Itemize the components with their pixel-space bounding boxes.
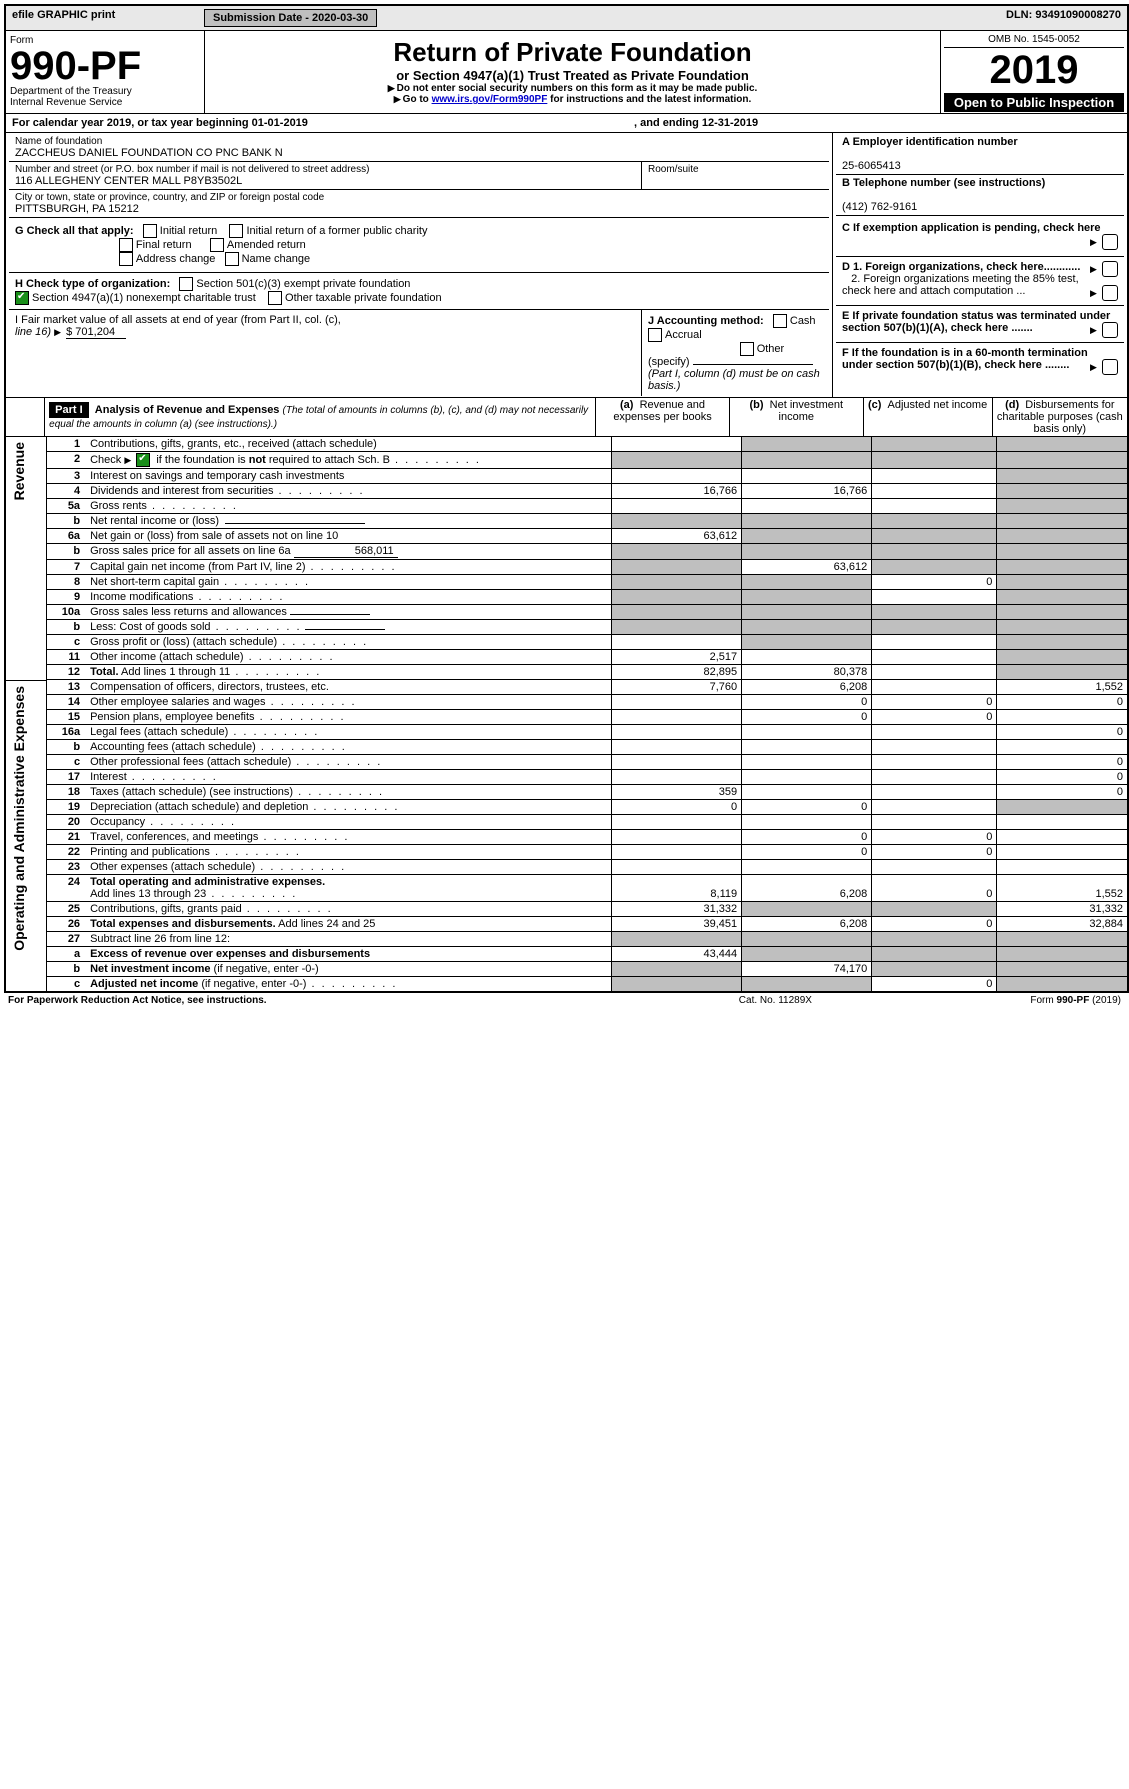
cat-no: Cat. No. 11289X bbox=[673, 993, 877, 1008]
cb-schb[interactable] bbox=[136, 453, 150, 467]
cb-foreign[interactable] bbox=[1102, 261, 1118, 277]
cb-accrual[interactable] bbox=[648, 328, 662, 342]
cb-cash[interactable] bbox=[773, 314, 787, 328]
top-bar: efile GRAPHIC print Submission Date - 20… bbox=[6, 6, 1127, 31]
header-block: Form 990-PF Department of the Treasury I… bbox=[6, 31, 1127, 113]
tel-label: B Telephone number (see instructions) bbox=[842, 177, 1045, 189]
form-container: efile GRAPHIC print Submission Date - 20… bbox=[4, 4, 1129, 993]
part1-title: Analysis of Revenue and Expenses bbox=[95, 404, 280, 416]
j-label: J Accounting method: bbox=[648, 315, 764, 327]
identity-block: Name of foundation ZACCHEUS DANIEL FOUND… bbox=[6, 132, 1127, 397]
h-label: H Check type of organization: bbox=[15, 278, 170, 290]
part1-grid: Revenue 1 Contributions, gifts, grants, … bbox=[6, 437, 1127, 991]
cb-85pct[interactable] bbox=[1102, 285, 1118, 301]
cb-name-change[interactable] bbox=[225, 252, 239, 266]
submission-date: Submission Date - 2020-03-30 bbox=[204, 9, 377, 27]
d2-label: 2. Foreign organizations meeting the 85%… bbox=[842, 273, 1079, 297]
room-label: Room/suite bbox=[642, 162, 830, 190]
cb-other-tax[interactable] bbox=[268, 291, 282, 305]
i-line16: line 16) bbox=[15, 326, 51, 338]
cb-exemption[interactable] bbox=[1102, 234, 1118, 250]
revenue-label: Revenue bbox=[9, 438, 29, 504]
form-subtitle: or Section 4947(a)(1) Trust Treated as P… bbox=[211, 68, 934, 83]
cb-terminated[interactable] bbox=[1102, 322, 1118, 338]
foundation-name: ZACCHEUS DANIEL FOUNDATION CO PNC BANK N bbox=[15, 147, 823, 159]
cal-end: , and ending 12-31-2019 bbox=[634, 117, 758, 129]
city-label: City or town, state or province, country… bbox=[15, 192, 823, 203]
ein-label: A Employer identification number bbox=[842, 136, 1018, 148]
note-ssn: Do not enter social security numbers on … bbox=[211, 83, 934, 94]
cb-initial[interactable] bbox=[143, 224, 157, 238]
cb-addr-change[interactable] bbox=[119, 252, 133, 266]
calendar-row: For calendar year 2019, or tax year begi… bbox=[6, 113, 1127, 132]
cb-initial-public[interactable] bbox=[229, 224, 243, 238]
omb-number: OMB No. 1545-0052 bbox=[944, 32, 1124, 48]
dln: DLN: 93491090008270 bbox=[895, 6, 1127, 31]
f-label: F If the foundation is in a 60-month ter… bbox=[842, 347, 1088, 371]
cb-60month[interactable] bbox=[1102, 359, 1118, 375]
footer: For Paperwork Reduction Act Notice, see … bbox=[4, 993, 1125, 1008]
note-goto-post: for instructions and the latest informat… bbox=[550, 94, 751, 105]
city-state: PITTSBURGH, PA 15212 bbox=[15, 203, 823, 215]
cb-amended[interactable] bbox=[210, 238, 224, 252]
efile-label: efile GRAPHIC print bbox=[6, 6, 198, 31]
c-label: C If exemption application is pending, c… bbox=[842, 222, 1101, 234]
col-b: Net investment income bbox=[770, 399, 843, 423]
street-address: 116 ALLEGHENY CENTER MALL P8YB3502L bbox=[15, 175, 635, 187]
expenses-label: Operating and Administrative Expenses bbox=[9, 682, 29, 955]
cb-4947[interactable] bbox=[15, 291, 29, 305]
cb-other-method[interactable] bbox=[740, 342, 754, 356]
col-c: Adjusted net income bbox=[888, 399, 988, 411]
cb-final[interactable] bbox=[119, 238, 133, 252]
form-link[interactable]: www.irs.gov/Form990PF bbox=[432, 94, 548, 105]
open-public: Open to Public Inspection bbox=[944, 93, 1124, 112]
cb-501c3[interactable] bbox=[179, 277, 193, 291]
dept-label: Department of the Treasury bbox=[10, 86, 200, 97]
form-title: Return of Private Foundation bbox=[211, 37, 934, 68]
form-number: 990-PF bbox=[10, 46, 200, 86]
j-note: (Part I, column (d) must be on cash basi… bbox=[648, 368, 820, 392]
irs-label: Internal Revenue Service bbox=[10, 97, 200, 108]
ein-value: 25-6065413 bbox=[842, 160, 901, 172]
fmv-value: $ 701,204 bbox=[66, 326, 126, 339]
name-label: Name of foundation bbox=[15, 136, 823, 147]
part1-label: Part I bbox=[49, 402, 89, 418]
cal-begin: For calendar year 2019, or tax year begi… bbox=[12, 117, 308, 129]
e-label: E If private foundation status was termi… bbox=[842, 310, 1110, 334]
note-goto-pre: Go to bbox=[394, 94, 432, 105]
g-label: G Check all that apply: bbox=[15, 225, 134, 237]
part1-header: Part I Analysis of Revenue and Expenses … bbox=[6, 397, 1127, 437]
tax-year: 2019 bbox=[944, 48, 1124, 93]
tel-value: (412) 762-9161 bbox=[842, 201, 917, 213]
d1-label: D 1. Foreign organizations, check here..… bbox=[842, 261, 1080, 273]
pra-notice: For Paperwork Reduction Act Notice, see … bbox=[8, 995, 267, 1006]
i-label: I Fair market value of all assets at end… bbox=[15, 314, 341, 326]
addr-label: Number and street (or P.O. box number if… bbox=[15, 164, 635, 175]
